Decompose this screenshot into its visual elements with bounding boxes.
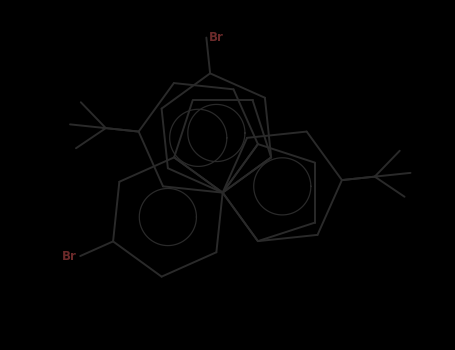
Text: Br: Br	[62, 250, 77, 262]
Text: Br: Br	[209, 31, 224, 44]
